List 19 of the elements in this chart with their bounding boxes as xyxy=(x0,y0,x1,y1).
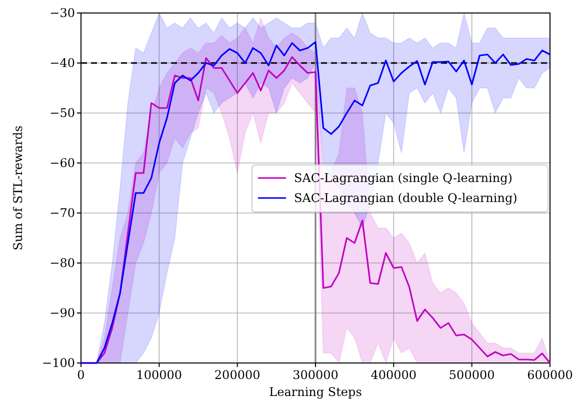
legend-label: SAC-Lagrangian (single Q-learning) xyxy=(294,171,512,185)
x-tick-label: 200000 xyxy=(214,368,260,382)
y-axis-title: Sum of STL-rewards xyxy=(11,126,25,250)
y-tick-label: −60 xyxy=(50,156,75,170)
x-tick-label: 400000 xyxy=(370,368,417,382)
y-tick-label: −40 xyxy=(50,56,75,70)
x-tick-label: 500000 xyxy=(448,368,495,382)
y-tick-label: −50 xyxy=(50,106,75,120)
y-tick-label: −30 xyxy=(50,6,75,20)
x-axis-title: Learning Steps xyxy=(269,385,362,399)
x-tick-label: 0 xyxy=(77,368,85,382)
y-tick-label: −100 xyxy=(42,356,75,370)
x-tick-label: 600000 xyxy=(527,368,573,382)
legend-label: SAC-Lagrangian (double Q-learning) xyxy=(294,191,518,205)
y-tick-label: −80 xyxy=(50,256,75,270)
x-tick-label: 100000 xyxy=(136,368,182,382)
y-tick-label: −70 xyxy=(50,206,75,220)
x-tick-label: 300000 xyxy=(292,368,338,382)
y-tick-label: −90 xyxy=(50,306,75,320)
